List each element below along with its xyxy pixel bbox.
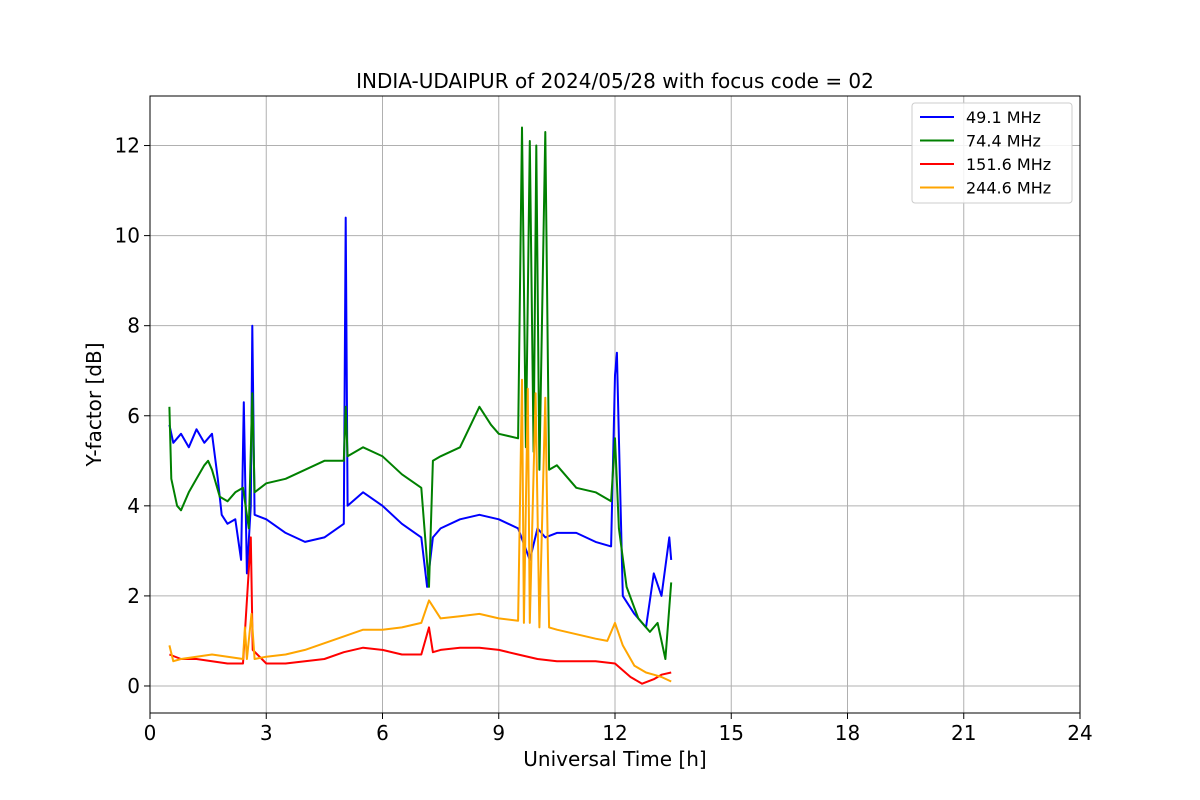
y-tick-label: 6	[127, 404, 140, 428]
y-tick-label: 2	[127, 584, 140, 608]
x-tick-label: 12	[602, 721, 627, 745]
x-tick-label: 24	[1067, 721, 1092, 745]
legend-label: 49.1 MHz	[966, 108, 1041, 127]
legend-label: 244.6 MHz	[966, 179, 1051, 198]
chart-title: INDIA-UDAIPUR of 2024/05/28 with focus c…	[356, 69, 874, 93]
x-tick-label: 21	[951, 721, 976, 745]
y-tick-label: 4	[127, 494, 140, 518]
legend-label: 151.6 MHz	[966, 155, 1051, 174]
series-line-2	[168, 126, 673, 660]
x-tick-label: 9	[492, 721, 505, 745]
y-axis-label: Y-factor [dB]	[82, 342, 106, 467]
x-tick-label: 3	[260, 721, 273, 745]
y-tick-label: 12	[115, 134, 140, 158]
y-tick-label: 0	[127, 674, 140, 698]
x-tick-label: 6	[376, 721, 389, 745]
x-tick-label: 18	[835, 721, 860, 745]
series-line-4	[168, 378, 672, 683]
series-line-3	[169, 536, 672, 685]
legend: 49.1 MHz 74.4 MHz 151.6 MHz 244.6 MHz	[911, 102, 1073, 204]
x-tick-label: 0	[144, 721, 157, 745]
y-ticks: 0 2 4 6 8 10 12	[115, 134, 150, 698]
legend-label: 74.4 MHz	[966, 132, 1041, 151]
x-axis-label: Universal Time [h]	[523, 747, 706, 771]
x-tick-label: 15	[719, 721, 744, 745]
x-ticks: 0 3 6 9 12 15 18 21 24	[144, 713, 1093, 745]
y-tick-label: 8	[127, 314, 140, 338]
series-group	[168, 126, 673, 685]
y-tick-label: 10	[115, 224, 140, 248]
legend-box	[911, 102, 1073, 204]
series-line-1	[168, 216, 673, 629]
